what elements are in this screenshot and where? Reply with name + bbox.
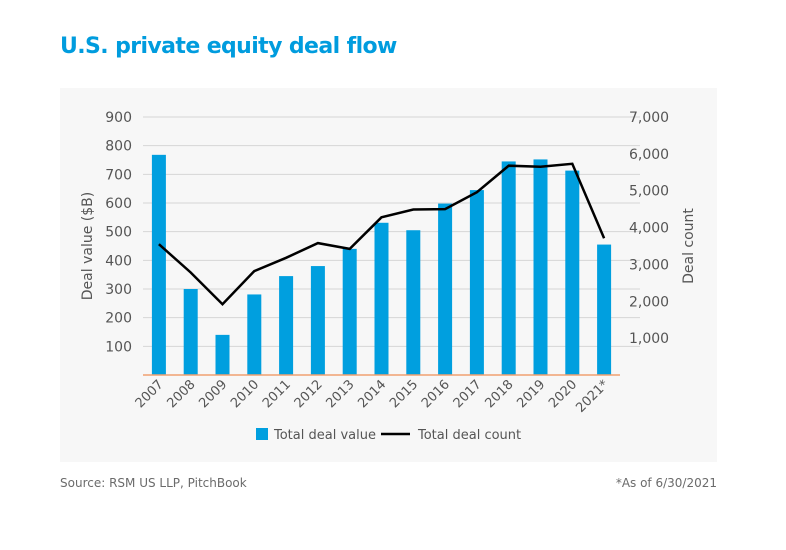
bar-2012 bbox=[310, 266, 325, 375]
bar-2009 bbox=[215, 334, 230, 375]
chart-title: U.S. private equity deal flow bbox=[60, 34, 397, 59]
footnote: *As of 6/30/2021 bbox=[615, 476, 717, 490]
y2-tick-label: 7,000 bbox=[629, 110, 669, 126]
bar-2008 bbox=[183, 289, 198, 375]
x-tick-label: 2011 bbox=[260, 377, 294, 411]
x-tick-label: 2010 bbox=[228, 377, 262, 411]
bar-2019 bbox=[533, 159, 548, 375]
x-tick-label: 2007 bbox=[133, 377, 167, 411]
y-tick-label: 400 bbox=[105, 253, 132, 269]
legend-swatch-bar bbox=[256, 428, 268, 440]
y-tick-label: 700 bbox=[105, 167, 132, 183]
source-note: Source: RSM US LLP, PitchBook bbox=[60, 476, 247, 490]
x-tick-label: 2014 bbox=[355, 377, 389, 411]
x-tick-label: 2009 bbox=[196, 377, 230, 411]
x-tick-label: 2012 bbox=[292, 377, 326, 411]
y2-tick-label: 1,000 bbox=[629, 331, 669, 347]
x-tick-label: 2008 bbox=[165, 377, 199, 411]
bar-2010 bbox=[247, 294, 262, 375]
y2-tick-label: 6,000 bbox=[629, 147, 669, 163]
bar-2017 bbox=[469, 190, 484, 375]
legend-label: Total deal value bbox=[273, 428, 376, 443]
bar-2018 bbox=[501, 161, 516, 375]
x-tick-label: 2013 bbox=[324, 377, 358, 411]
y-tick-label: 200 bbox=[105, 311, 132, 327]
y-tick-label: 900 bbox=[105, 110, 132, 126]
x-tick-label: 2017 bbox=[451, 377, 485, 411]
bar-2015 bbox=[406, 230, 421, 375]
y-tick-label: 600 bbox=[105, 196, 132, 212]
y-tick-label: 100 bbox=[105, 339, 132, 355]
x-tick-label: 2019 bbox=[514, 377, 548, 411]
x-tick-label: 2015 bbox=[387, 377, 421, 411]
bar-2016 bbox=[438, 203, 453, 375]
y-tick-label: 500 bbox=[105, 225, 132, 241]
y2-tick-label: 4,000 bbox=[629, 221, 669, 237]
bar-2014 bbox=[374, 222, 389, 375]
y-axis-label: Deal value ($B) bbox=[80, 192, 96, 300]
x-tick-label: 2021* bbox=[573, 377, 612, 416]
x-tick-label: 2018 bbox=[483, 377, 517, 411]
y2-tick-label: 2,000 bbox=[629, 294, 669, 310]
y2-axis-label: Deal count bbox=[681, 208, 697, 284]
bar-2021* bbox=[597, 244, 612, 375]
y2-tick-label: 5,000 bbox=[629, 184, 669, 200]
y2-tick-label: 3,000 bbox=[629, 257, 669, 273]
bar-2013 bbox=[342, 248, 357, 375]
y-tick-label: 300 bbox=[105, 282, 132, 298]
bar-2007 bbox=[151, 154, 166, 375]
legend-label: Total deal count bbox=[417, 428, 521, 443]
bar-2011 bbox=[279, 276, 294, 375]
bar-2020 bbox=[565, 170, 580, 375]
x-tick-label: 2016 bbox=[419, 377, 453, 411]
y-tick-label: 800 bbox=[105, 139, 132, 155]
